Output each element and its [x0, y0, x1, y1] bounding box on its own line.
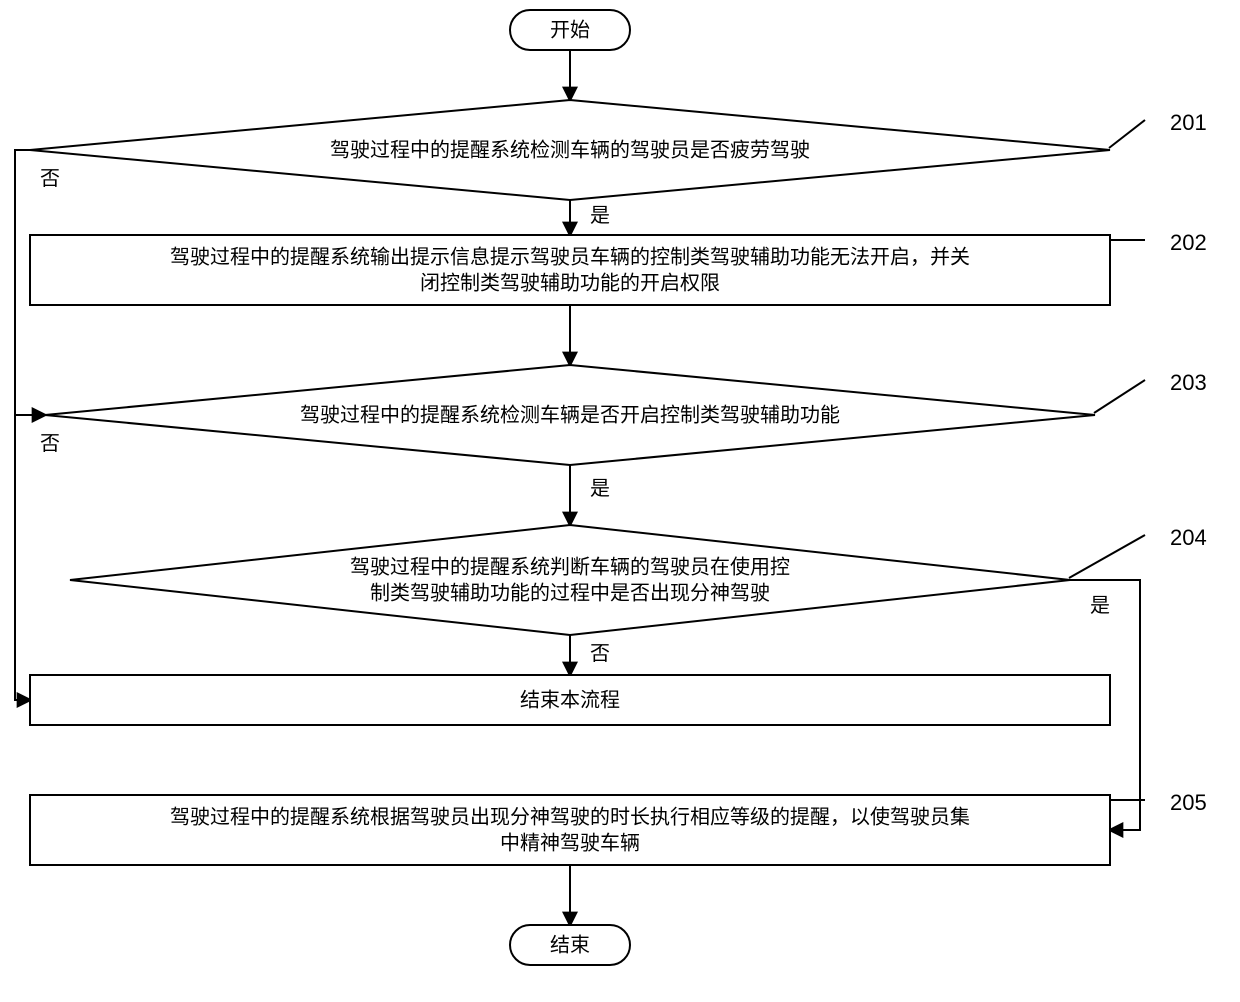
node-text: 中精神驾驶车辆: [500, 831, 640, 854]
node-text: 闭控制类驾驶辅助功能的开启权限: [420, 271, 720, 294]
branch-label: 是: [1090, 595, 1110, 617]
branch-label: 是: [590, 478, 610, 500]
node-text: 驾驶过程中的提醒系统输出提示信息提示驾驶员车辆的控制类驾驶辅助功能无法开启，并关: [170, 245, 970, 268]
node-text: 制类驾驶辅助功能的过程中是否出现分神驾驶: [370, 581, 770, 604]
branch-label: 否: [590, 643, 610, 665]
leader-line: [1069, 535, 1145, 578]
node-text: 驾驶过程中的提醒系统根据驾驶员出现分神驾驶的时长执行相应等级的提醒，以使驾驶员集: [170, 805, 970, 828]
step-number-202: 202: [1170, 230, 1207, 255]
leader-line: [1094, 380, 1145, 413]
node-text: 驾驶过程中的提醒系统检测车辆的驾驶员是否疲劳驾驶: [330, 138, 810, 161]
terminator-label: 结束: [550, 933, 590, 956]
step-number-205: 205: [1170, 790, 1207, 815]
decision-d204: [70, 525, 1070, 635]
branch-label: 是: [590, 205, 610, 227]
step-number-204: 204: [1170, 525, 1207, 550]
branch-label: 否: [40, 168, 60, 190]
node-text: 驾驶过程中的提醒系统检测车辆是否开启控制类驾驶辅助功能: [300, 403, 840, 426]
leader-line: [1109, 120, 1145, 148]
step-number-203: 203: [1170, 370, 1207, 395]
step-number-201: 201: [1170, 110, 1207, 135]
node-text: 结束本流程: [520, 688, 620, 711]
node-text: 驾驶过程中的提醒系统判断车辆的驾驶员在使用控: [350, 555, 790, 578]
terminator-label: 开始: [550, 18, 590, 41]
branch-label: 否: [40, 433, 60, 455]
edge: [15, 415, 45, 700]
